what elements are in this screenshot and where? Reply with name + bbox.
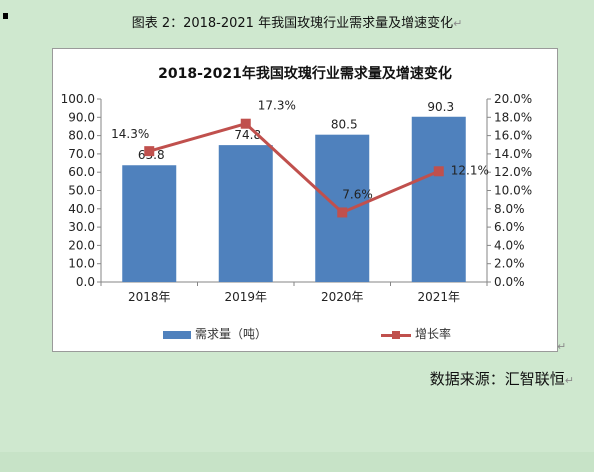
legend-swatch-bar (163, 330, 191, 339)
x-tick-label: 2020年 (321, 290, 364, 304)
caption-text: 图表 2：2018-2021 年我国玫瑰行业需求量及增速变化 (131, 16, 454, 31)
right-tick-label: 18.0% (494, 110, 532, 124)
left-tick-label: 10.0 (68, 257, 95, 271)
growth-marker (337, 207, 348, 218)
left-tick-label: 40.0 (68, 202, 95, 216)
growth-marker (433, 166, 444, 177)
bar-2018年 (122, 165, 177, 282)
legend-item-demand: 需求量（吨） (163, 325, 267, 342)
right-tick-label: 8.0% (494, 202, 525, 216)
page-bottom-band (0, 452, 594, 472)
bar-2019年 (218, 145, 273, 282)
source-paragraph-mark: ↵ (564, 374, 574, 387)
right-tick-label: 12.0% (494, 165, 532, 179)
x-tick-label: 2021年 (417, 290, 460, 304)
paragraph-mark: ↵ (453, 17, 463, 30)
legend-label-growth: 增长率 (415, 327, 452, 341)
growth-marker (144, 146, 155, 157)
growth-value-label: 17.3% (258, 99, 296, 113)
left-tick-label: 90.0 (68, 110, 95, 124)
left-tick-label: 20.0 (68, 238, 95, 252)
growth-marker (240, 118, 251, 129)
right-tick-label: 0.0% (494, 275, 525, 289)
right-tick-label: 10.0% (494, 184, 532, 198)
x-tick-label: 2018年 (128, 290, 171, 304)
left-tick-label: 70.0 (68, 147, 95, 161)
figure-caption: 图表 2：2018-2021 年我国玫瑰行业需求量及增速变化↵ (0, 12, 594, 31)
growth-value-label: 14.3% (111, 127, 149, 141)
right-tick-label: 14.0% (494, 147, 532, 161)
list-bullet (3, 13, 8, 19)
chart-title: 2018-2021年我国玫瑰行业需求量及增速变化 (158, 66, 452, 82)
source-note: 数据来源：汇智联恒↵ (430, 368, 574, 389)
right-tick-label: 16.0% (494, 129, 532, 143)
growth-value-label: 7.6% (342, 187, 373, 201)
right-tick-label: 6.0% (494, 220, 525, 234)
legend-swatch-line (381, 330, 411, 340)
right-tick-label: 2.0% (494, 257, 525, 271)
left-tick-label: 80.0 (68, 129, 95, 143)
left-tick-label: 0.0 (76, 275, 95, 289)
bar-value-label: 90.3 (427, 100, 454, 114)
right-tick-label: 4.0% (494, 238, 525, 252)
legend-item-growth: 增长率 (381, 325, 451, 342)
growth-line (148, 122, 440, 215)
bar-value-label: 80.5 (331, 118, 358, 132)
chart-frame[interactable]: 2018-2021年我国玫瑰行业需求量及增速变化 0.0 10.0 20.0 30.0… (52, 48, 558, 352)
chart-legend: 需求量（吨） 增长率 (53, 325, 557, 343)
left-tick-label: 50.0 (68, 184, 95, 198)
source-text: 数据来源：汇智联恒 (429, 370, 565, 388)
legend-label-demand: 需求量（吨） (195, 327, 268, 341)
left-tick-label: 30.0 (68, 220, 95, 234)
x-tick-label: 2019年 (224, 290, 267, 304)
left-tick-label: 100.0 (61, 92, 95, 106)
frame-paragraph-mark: ↵ (557, 340, 567, 353)
growth-value-label: 12.1% (451, 163, 489, 177)
bar-2021年 (411, 116, 466, 282)
left-tick-label: 60.0 (68, 165, 95, 179)
combo-chart: 0.0 10.0 20.0 30.0 40.0 50.0 60.0 70.0 80.0 90.0 1… (61, 92, 532, 304)
right-tick-label: 20.0% (494, 92, 532, 106)
